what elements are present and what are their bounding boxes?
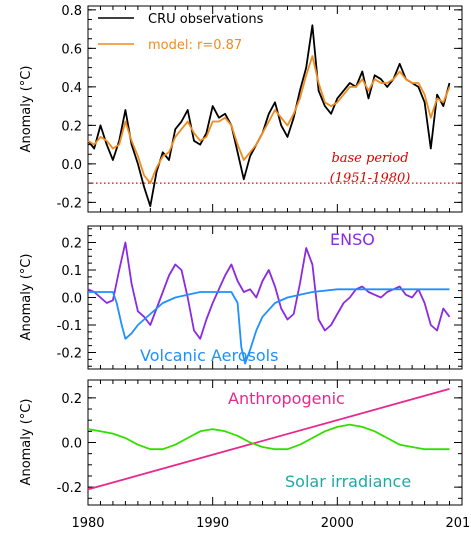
x-tick-label: 2010: [445, 516, 471, 531]
series-solar-irradiance-line: [87, 423, 450, 451]
legend-label-model: model: r=0.87: [148, 38, 242, 53]
y-tick-label: 0.1: [61, 264, 82, 279]
panel-enso-volcanic: -0.2 -0.1 0.0 0.1 0.2 Anomaly (°C) ENSO Volc…: [19, 225, 463, 370]
panel-anthro-solar-y-label: Anomaly (°C): [19, 399, 34, 486]
panel-enso-volcanic-ticks: -0.2 -0.1 0.0 0.1 0.2: [57, 226, 463, 369]
y-tick-label: -0.1: [57, 319, 82, 334]
panel-temperature-series: [87, 24, 451, 208]
y-tick-label: 0.2: [61, 392, 82, 407]
y-tick-label: 0.4: [61, 81, 82, 96]
x-tick-label: 2000: [321, 516, 354, 531]
panel-anthro-solar-ticks: -0.2 0.0 0.2 1980 1990 2000 2010: [57, 380, 471, 531]
panel-temperature: -0.2 0.0 0.2 0.4 0.6 0.8 Anomaly (°C) CRU obs…: [19, 4, 463, 213]
panel-anthro-solar-series: [87, 388, 450, 491]
legend-label-observations: CRU observations: [148, 12, 264, 27]
panel-enso-volcanic-series: [87, 241, 451, 365]
y-tick-label: 0.2: [61, 237, 82, 252]
series-cru-observations-line: [87, 24, 451, 208]
y-tick-label: 0.8: [61, 4, 82, 19]
panel-temperature-ticks: -0.2 0.0 0.2 0.4 0.6 0.8: [57, 4, 463, 213]
series-enso-line: [87, 241, 451, 340]
label-solar-irradiance: Solar irradiance: [285, 472, 411, 491]
y-tick-label: -0.2: [57, 347, 82, 362]
y-tick-label: 0.0: [61, 158, 82, 173]
series-model-r-0-87-line: [87, 55, 451, 184]
y-tick-label: 0.2: [61, 119, 82, 134]
label-volcanic-aerosols: Volcanic Aerosols: [140, 346, 278, 365]
annotation-base-period: base period: [331, 151, 408, 166]
panel-anthro-solar: -0.20.00.21980199020002010 Anomaly (°C) …: [19, 379, 471, 531]
panel-enso-volcanic-y-label: Anomaly (°C): [19, 254, 34, 341]
y-tick-label: 0.0: [61, 437, 82, 452]
annotation-base-years: (1951-1980): [330, 171, 411, 186]
label-anthropogenic: Anthropogenic: [228, 389, 345, 408]
series-volcanic-aerosols-line: [88, 288, 450, 365]
panel-temperature-y-label: Anomaly (°C): [19, 66, 34, 153]
x-tick-label: 1980: [71, 516, 104, 531]
y-tick-label: 0.0: [61, 292, 82, 307]
x-tick-label: 1990: [196, 516, 229, 531]
y-tick-label: -0.2: [57, 481, 82, 496]
y-tick-label: 0.6: [61, 42, 82, 57]
y-tick-label: -0.2: [57, 196, 82, 211]
series-anthropogenic-line: [87, 388, 450, 491]
label-enso: ENSO: [330, 230, 375, 249]
